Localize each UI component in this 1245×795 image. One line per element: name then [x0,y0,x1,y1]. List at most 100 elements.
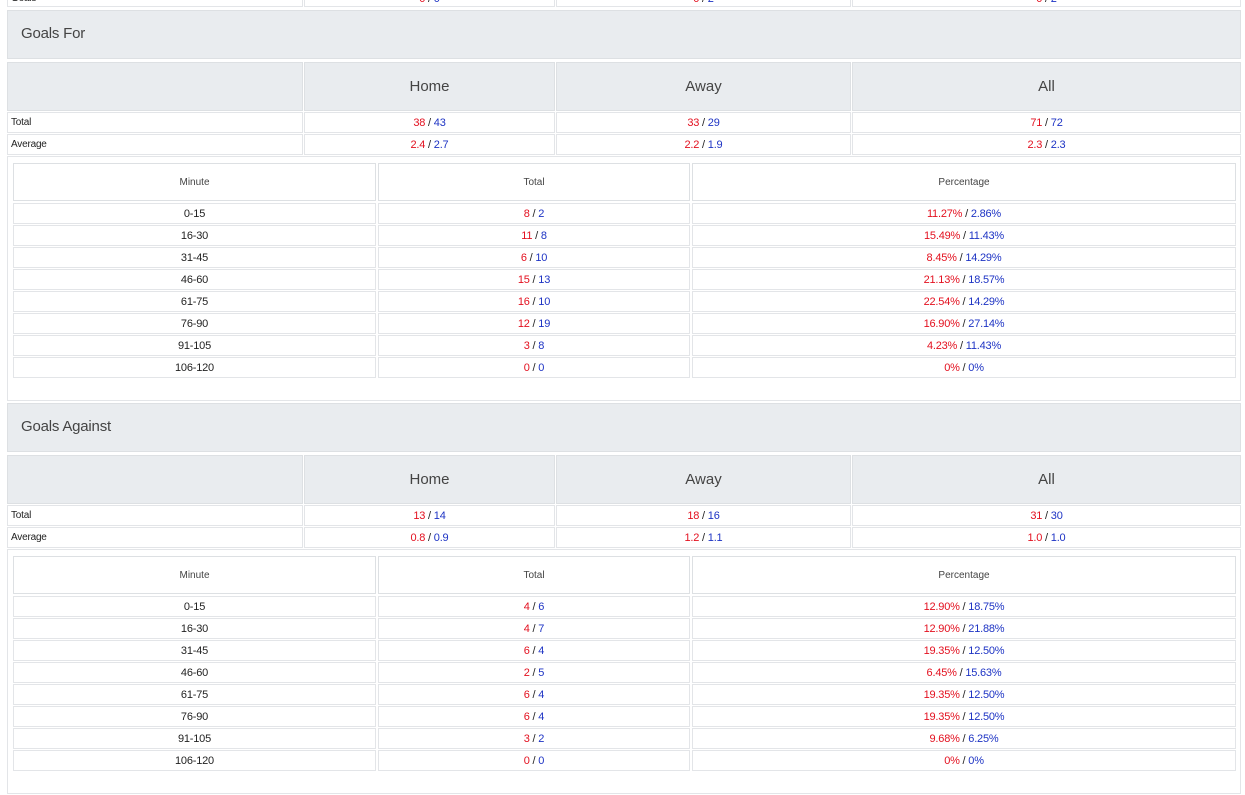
value-pair: 11.27% / 2.86% [927,208,1001,220]
column-header-empty [7,62,303,111]
team-a-value: 1.2 [684,531,700,544]
total-cell: 6 / 4 [378,684,690,705]
separator: / [529,666,539,679]
column-header-away: Away [556,62,851,111]
team-a-value: 12.90% [923,622,960,635]
team-a-value: 6 [523,644,530,657]
team-b-value: 18.75% [968,600,1005,613]
team-b-value: 7 [538,622,545,635]
percentage-cell: 0% / 0% [692,750,1236,771]
minute-cell: 46-60 [13,662,376,683]
minute-cell: 106-120 [13,750,376,771]
minute-cell: 76-90 [13,706,376,727]
value-pair: 0% / 0% [944,362,984,374]
summary-away-cell: 1.2 / 1.1 [556,527,851,548]
team-b-value: 2.3 [1050,138,1066,151]
separator: / [959,273,969,286]
team-a-value: 9.68% [929,732,960,745]
summary-label: Total [11,510,32,521]
value-pair: 16 / 10 [518,296,550,308]
minute-cell: 46-60 [13,269,376,290]
team-b-value: 2.86% [970,207,1002,220]
value-pair: 8 / 2 [524,207,545,220]
separator: / [1042,116,1051,129]
separator: / [529,317,539,330]
summary-label: Total [11,117,32,128]
value-pair: 33 / 29 [687,117,719,129]
inner-header-total: Total [378,556,690,594]
minute-breakdown-table: Minute Total Percentage 0-15 8 / 2 11.27% / 2… [7,156,1241,401]
section-header: Goals For [7,10,1241,59]
team-a-value: 12.90% [923,600,960,613]
separator: / [959,644,969,657]
value-pair: 15.49% / 11.43% [924,230,1004,242]
team-a-value: 2 [523,666,530,679]
team-b-value: 10 [535,251,548,264]
total-cell: 8 / 2 [378,203,690,224]
separator: / [956,251,966,264]
team-b-value: 14.29% [968,295,1005,308]
team-a-value: 19.35% [923,644,960,657]
value-pair: 71 / 72 [1030,117,1062,129]
team-a-value: 6.45% [926,666,957,679]
total-cell: 2 / 5 [378,662,690,683]
previous-section-row: Goals 0 / 0 0 / 2 0 / 2 [7,0,1241,7]
value-pair: 6 / 10 [521,251,548,264]
team-a-value: 1.0 [1027,531,1043,544]
team-b-value: 43 [433,116,446,129]
separator: / [959,688,969,701]
minute-range: 31-45 [180,644,209,657]
team-b-value: 72 [1050,116,1063,129]
value-pair: 18 / 16 [687,510,719,522]
team-b-value: 18.57% [968,273,1005,286]
team-a-value: 18 [687,509,700,522]
team-a-value: 3 [523,339,530,352]
minute-cell: 16-30 [13,618,376,639]
total-cell: 16 / 10 [378,291,690,312]
percentage-cell: 4.23% / 11.43% [692,335,1236,356]
summary-row-label: Total [7,112,303,133]
summary-label: Average [11,139,47,150]
team-a-value: 21.13% [923,273,960,286]
value-pair: 2.3 / 2.3 [1028,139,1066,151]
team-b-value: 0 [538,361,545,374]
column-header-away: Away [556,455,851,504]
percentage-cell: 12.90% / 18.75% [692,596,1236,617]
percentage-cell: 9.68% / 6.25% [692,728,1236,749]
team-b-value: 5 [538,666,545,679]
separator: / [699,138,708,151]
summary-all-cell: 1.0 / 1.0 [852,527,1241,548]
minute-cell: 0-15 [13,203,376,224]
separator: / [529,207,539,220]
team-a-value: 13 [413,509,426,522]
section-title: Goals Against [21,418,111,435]
minute-range: 106-120 [175,754,214,767]
separator: / [957,339,966,352]
team-b-value: 1.1 [707,531,723,544]
inner-header-total: Total [378,163,690,201]
separator: / [425,138,434,151]
value-pair: 6 / 4 [524,689,545,701]
summary-row-label: Total [7,505,303,526]
team-b-value: 2 [538,732,545,745]
minute-cell: 91-105 [13,728,376,749]
team-b-value: 8 [538,339,545,352]
goals-section: Goals Against Home Away All Total 13 / 14 18 /… [7,403,1241,795]
value-pair: 3 / 8 [523,339,545,352]
team-b-value: 1.9 [707,138,723,151]
team-a-value: 38 [413,116,426,129]
summary-home-cell: 0.8 / 0.9 [304,527,555,548]
value-pair: 0% / 0% [944,755,984,767]
minute-range: 46-60 [180,666,209,679]
minute-cell: 76-90 [13,313,376,334]
separator: / [699,116,708,129]
team-a-value: 4 [523,600,530,613]
value-pair: 3 / 2 [524,732,545,745]
minute-range: 61-75 [180,688,209,701]
team-a-value: 4 [523,622,530,635]
percentage-cell: 22.54% / 14.29% [692,291,1236,312]
all-cell: 0 / 2 [852,0,1241,7]
separator: / [529,710,539,723]
value-pair: 21.13% / 18.57% [924,274,1005,286]
percentage-cell: 16.90% / 27.14% [692,313,1236,334]
